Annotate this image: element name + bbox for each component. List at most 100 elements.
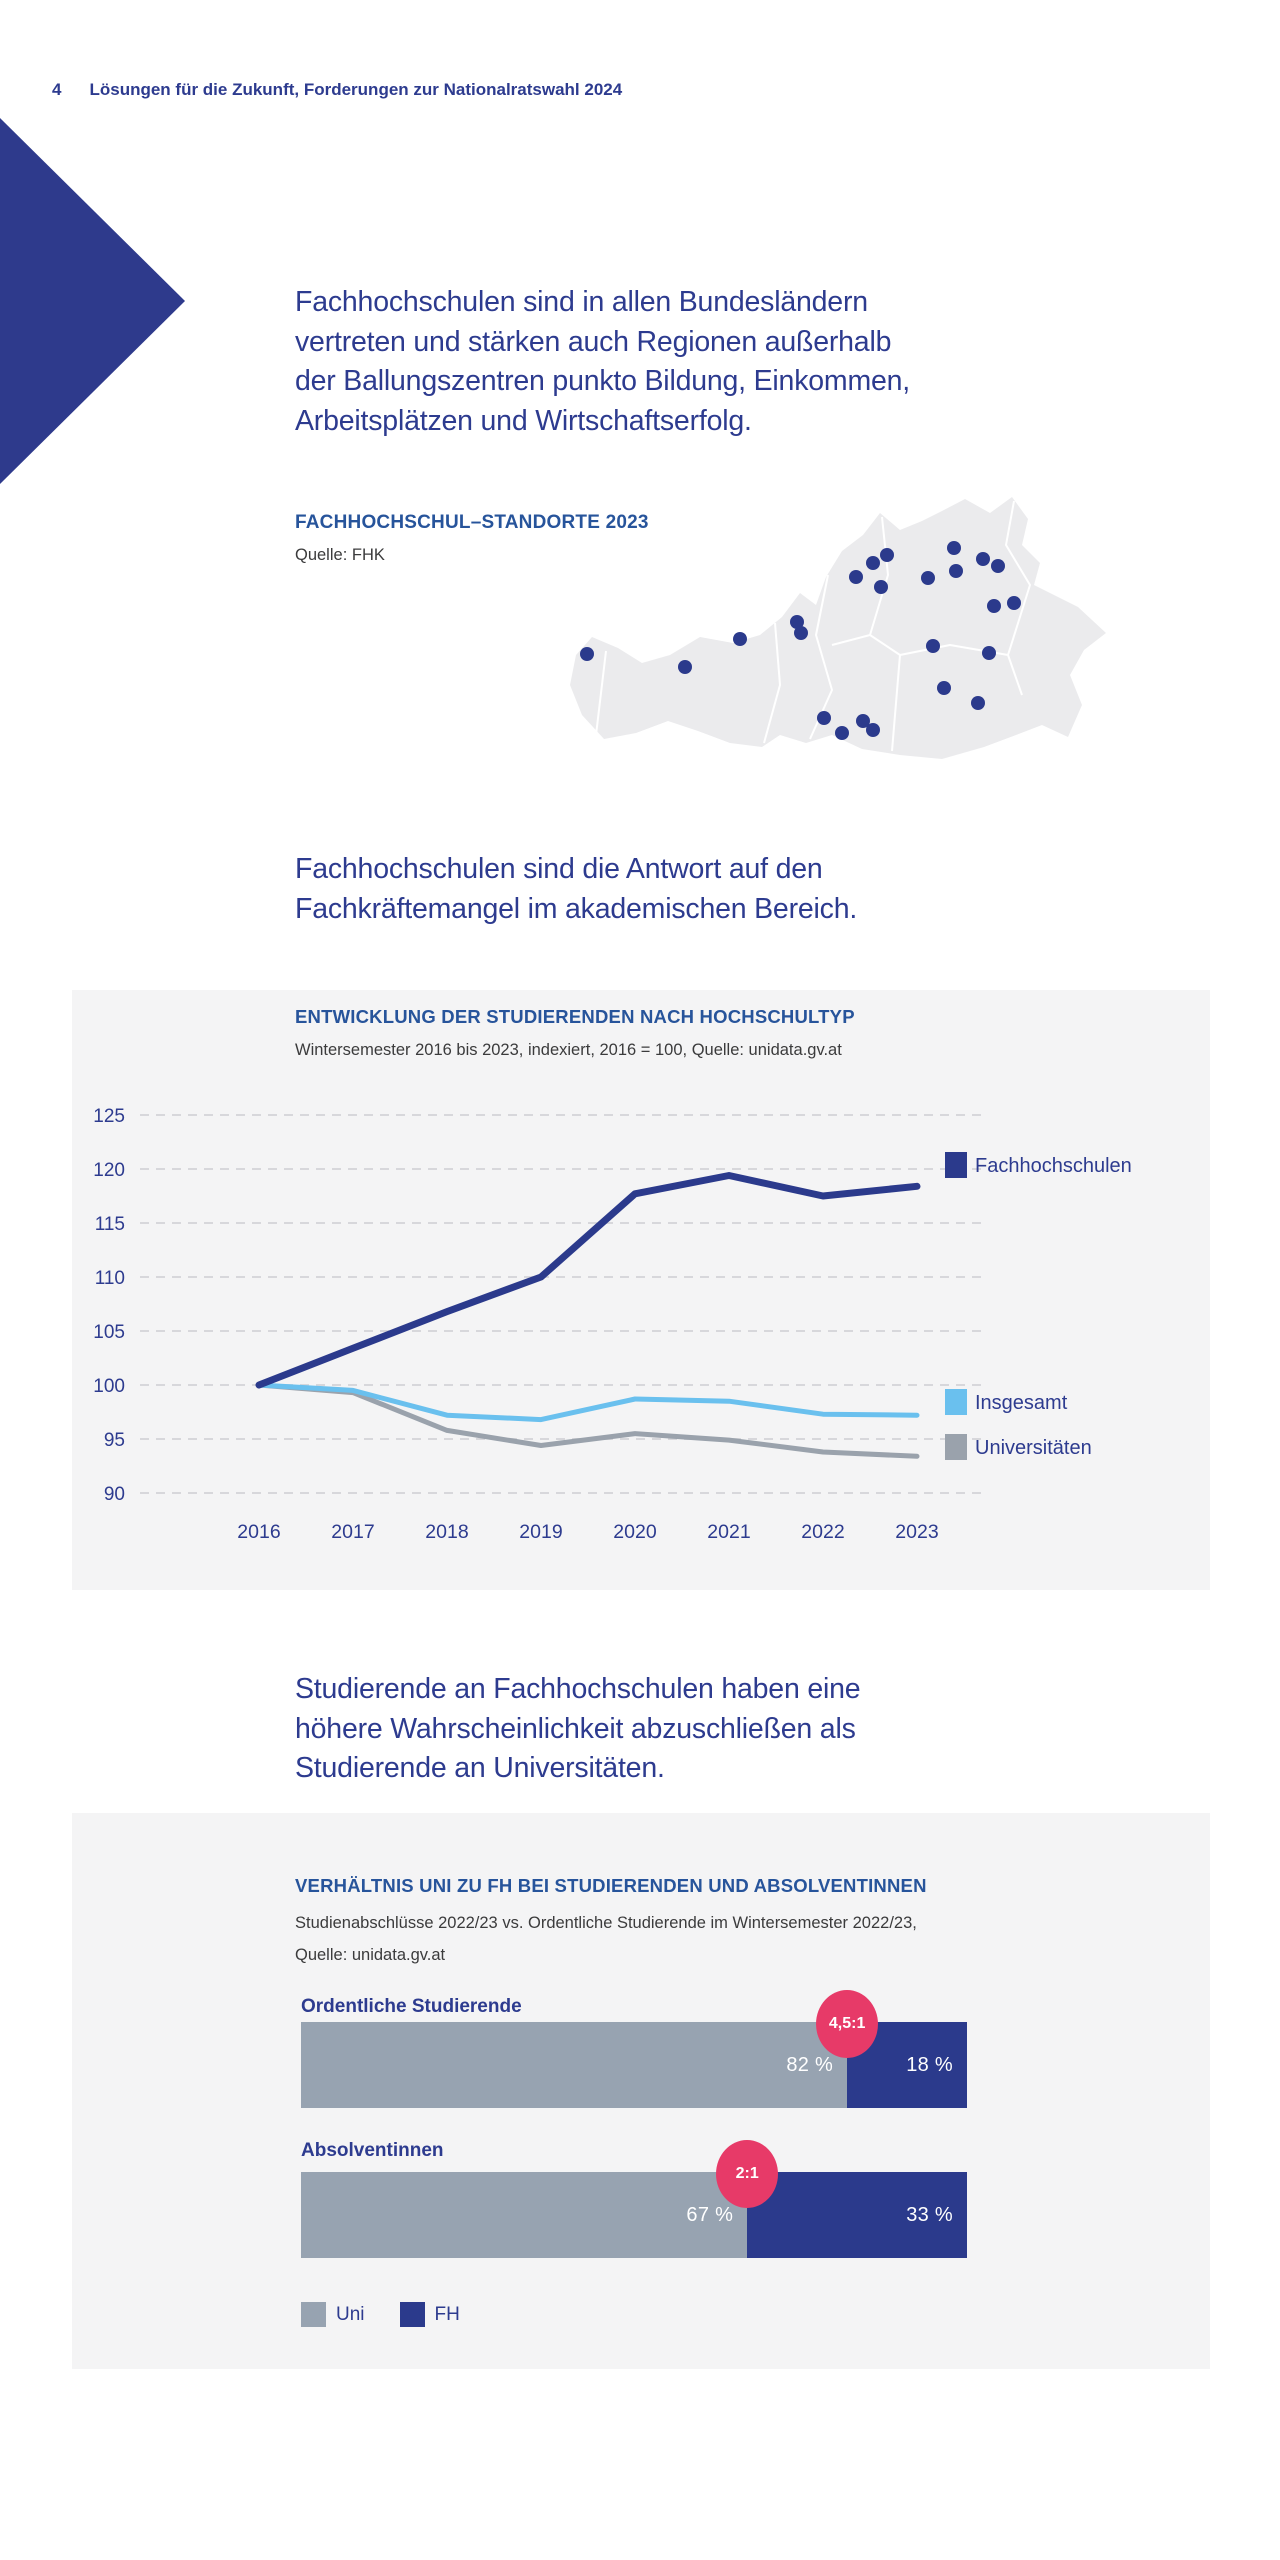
fh-location-dot — [817, 711, 831, 725]
fh-location-dot — [921, 571, 935, 585]
fh-location-dot — [790, 615, 804, 629]
fh-location-dot — [835, 726, 849, 740]
fh-location-dot — [856, 714, 870, 728]
fh-location-dot — [991, 559, 1005, 573]
fh-location-dot — [866, 723, 880, 737]
headline-line: Fachhochschulen sind die Antwort auf den — [295, 853, 823, 885]
fh-location-dot — [947, 541, 961, 555]
x-axis-label: 2021 — [707, 1521, 750, 1543]
headline-line: Studierende an Fachhochschulen haben ein… — [295, 1673, 861, 1705]
y-axis-label: 110 — [95, 1268, 125, 1289]
x-axis-label: 2017 — [331, 1521, 374, 1543]
bar-chart-subtitle: Studienabschlüsse 2022/23 vs. Ordentlich… — [295, 1907, 917, 1971]
bar-row-studierende: 82 % 18 % 4,5:1 — [301, 1990, 967, 2108]
line-chart-subtitle: Wintersemester 2016 bis 2023, indexiert,… — [295, 1041, 842, 1059]
series-line-insgesamt — [256, 1382, 920, 1423]
fh-location-dot — [880, 548, 894, 562]
map-title: FACHHOCHSCHUL–STANDORTE 2023 — [295, 512, 649, 533]
bar-chart-title: VERHÄLTNIS UNI ZU FH BEI STUDIERENDEN UN… — [295, 1875, 927, 1896]
headline-shortage: Fachhochschulen sind die Antwort auf den… — [295, 850, 857, 929]
x-axis-label: 2023 — [895, 1521, 938, 1543]
fh-location-dot — [926, 639, 940, 653]
bar-value-label: 18 % — [906, 2053, 953, 2076]
legend-item-fh: FH — [399, 2302, 460, 2327]
fh-location-dot — [794, 626, 808, 640]
legend-label-universitäten: Universitäten — [975, 1437, 1092, 1459]
state-borders — [595, 500, 1031, 752]
headline-line: der Ballungszentren punkto Bildung, Eink… — [295, 365, 911, 397]
austria-outline — [570, 497, 1106, 759]
ratio-badge-label: 2:1 — [735, 2165, 759, 2182]
y-axis-label: 120 — [93, 1160, 125, 1181]
bar-group-label-absolventinnen: Absolventinnen — [301, 2140, 444, 2161]
fh-location-dot — [982, 646, 996, 660]
headline-line: Fachhochschulen sind in allen Bundesländ… — [295, 286, 868, 318]
bar-value-label: 82 % — [786, 2053, 834, 2076]
bar-value-label: 67 % — [686, 2203, 734, 2226]
map-source: Quelle: FHK — [295, 546, 385, 564]
bar-segment-uni: 82 % — [301, 2022, 848, 2108]
line-chart: 125 120 115 110 105 100 95 90 2016 2017 2018 2019 20… — [93, 1106, 1132, 1543]
bar-segment-fh: 33 % — [747, 2172, 967, 2258]
x-axis-label: 2018 — [425, 1521, 468, 1543]
austria-map — [570, 497, 1106, 759]
y-axis-label: 115 — [95, 1214, 125, 1235]
line-chart-panel: ENTWICKLUNG DER STUDIERENDEN NACH HOCHSC… — [72, 990, 1210, 1590]
legend-label-uni: Uni — [336, 2303, 365, 2325]
bar-chart-subtitle-line: Studienabschlüsse 2022/23 vs. Ordentlich… — [295, 1914, 917, 1932]
fh-location-dot — [678, 660, 692, 674]
y-axis-label: 90 — [104, 1484, 125, 1505]
decorative-triangle — [0, 118, 185, 484]
fh-location-dot — [971, 696, 985, 710]
fh-location-dot — [937, 681, 951, 695]
x-axis-label: 2020 — [613, 1521, 657, 1543]
ratio-badge-label: 4,5:1 — [828, 2015, 866, 2032]
fh-location-dot — [987, 599, 1001, 613]
y-axis-label: 125 — [93, 1106, 125, 1127]
legend-swatch-insgesamt — [945, 1389, 967, 1415]
fh-location-dots — [580, 541, 1021, 740]
bar-segment-uni: 67 % — [301, 2172, 748, 2258]
fh-location-dot — [874, 580, 888, 594]
legend-swatch-universitäten — [945, 1434, 967, 1460]
legend-label-insgesamt: Insgesamt — [975, 1392, 1068, 1414]
legend-swatch-fh — [399, 2302, 425, 2327]
headline-regions: Fachhochschulen sind in allen Bundesländ… — [295, 283, 910, 441]
fh-location-dot — [733, 632, 747, 646]
triangle-shape — [0, 118, 185, 484]
bar-group-label-studierende: Ordentliche Studierende — [301, 1996, 522, 2017]
ratio-badge: 2:1 — [716, 2140, 779, 2208]
ratio-badge: 4,5:1 — [816, 1990, 879, 2058]
series-line-universitäten — [256, 1382, 920, 1459]
legend-item-uni: Uni — [301, 2302, 365, 2327]
headline-line: vertreten und stärken auch Regionen auße… — [295, 325, 892, 358]
bar-row-absolventinnen: 67 % 33 % 2:1 — [301, 2140, 967, 2258]
fh-location-dot — [866, 556, 880, 570]
line-chart-title: ENTWICKLUNG DER STUDIERENDEN NACH HOCHSC… — [295, 1006, 855, 1027]
series-line-fachhochschulen — [255, 1172, 921, 1389]
headline-line: Studierende an Universitäten. — [295, 1752, 665, 1784]
legend-label-fachhochschulen: Fachhochschulen — [975, 1155, 1132, 1177]
page-header-title: Lösungen für die Zukunft, Forderungen zu… — [89, 80, 623, 99]
x-axis-label: 2019 — [519, 1521, 562, 1543]
y-axis-label: 105 — [93, 1322, 125, 1343]
headline-line: höhere Wahrscheinlichkeit abzuschließen … — [295, 1712, 856, 1745]
legend-label-fh: FH — [434, 2303, 460, 2325]
x-axis-label: 2016 — [237, 1521, 280, 1543]
headline-completion: Studierende an Fachhochschulen haben ein… — [295, 1670, 861, 1789]
fh-location-dot — [580, 647, 594, 661]
y-axis-label: 95 — [104, 1430, 125, 1451]
fh-location-dot — [976, 552, 990, 566]
y-axis-label: 100 — [93, 1376, 125, 1397]
page-number: 4 — [52, 80, 62, 99]
legend-swatch-fachhochschulen — [945, 1152, 967, 1178]
headline-line: Arbeitsplätzen und Wirtschaftserfolg. — [295, 404, 752, 437]
page-header: 4 Lösungen für die Zukunft, Forderungen … — [52, 80, 622, 100]
headline-line: Fachkräftemangel im akademischen Bereich… — [295, 892, 858, 925]
bar-chart-panel: VERHÄLTNIS UNI ZU FH BEI STUDIERENDEN UN… — [72, 1813, 1210, 2369]
fh-location-dot — [949, 564, 963, 578]
bar-chart-subtitle-line: Quelle: unidata.gv.at — [295, 1946, 446, 1964]
bar-chart-legend: Uni FH — [301, 2302, 495, 2327]
legend-swatch-uni — [301, 2302, 326, 2327]
